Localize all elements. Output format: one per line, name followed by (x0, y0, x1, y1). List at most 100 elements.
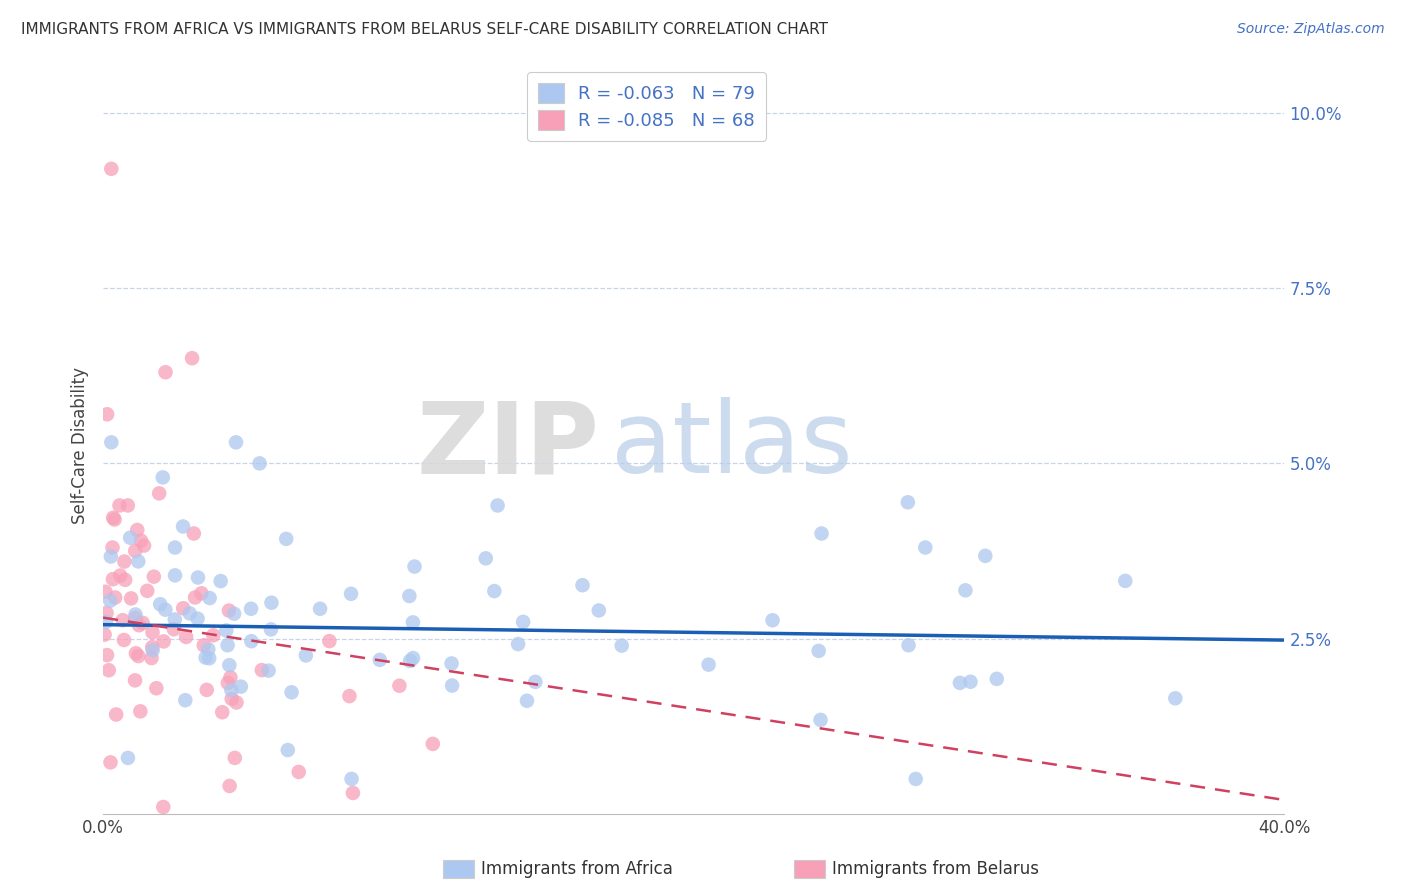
Text: Source: ZipAtlas.com: Source: ZipAtlas.com (1237, 22, 1385, 37)
Point (163, 622, 186, 636)
Legend: R = -0.063   N = 79, R = -0.085   N = 68: R = -0.063 N = 79, R = -0.085 N = 68 (527, 72, 766, 141)
Point (218, 658, 240, 673)
Point (172, 519, 194, 533)
Point (108, 499, 131, 513)
Point (388, 679, 411, 693)
Point (202, 628, 225, 642)
Point (1114, 574, 1136, 588)
Point (152, 470, 174, 484)
Point (172, 601, 194, 615)
Point (112, 555, 135, 569)
Point (174, 693, 197, 707)
Point (399, 654, 422, 668)
Point (129, 533, 152, 548)
Point (1164, 691, 1187, 706)
Point (339, 689, 361, 703)
Text: ZIP: ZIP (416, 397, 599, 494)
Point (117, 499, 139, 513)
Point (100, 161, 122, 176)
Point (145, 681, 167, 696)
Point (97, 663, 120, 677)
Point (112, 632, 135, 647)
Point (209, 574, 232, 588)
Point (225, 696, 247, 710)
Point (224, 751, 246, 765)
Text: atlas: atlas (612, 397, 852, 494)
Point (340, 772, 363, 786)
Point (197, 642, 219, 657)
Point (132, 539, 155, 553)
Point (141, 640, 163, 654)
Point (104, 591, 127, 605)
Point (219, 670, 242, 684)
Point (195, 682, 218, 697)
Point (218, 603, 240, 617)
Point (295, 648, 318, 663)
Point (141, 625, 163, 640)
Point (163, 541, 186, 555)
Point (100, 435, 122, 450)
Y-axis label: Self-Care Disability: Self-Care Disability (72, 368, 89, 524)
Point (181, 351, 204, 366)
Point (949, 676, 972, 690)
Point (340, 587, 363, 601)
Point (221, 683, 243, 698)
Point (422, 737, 444, 751)
Point (441, 679, 464, 693)
Point (810, 526, 832, 541)
Point (249, 456, 271, 470)
Point (217, 676, 239, 690)
Point (124, 543, 146, 558)
Point (187, 570, 209, 584)
Point (484, 584, 506, 599)
Point (218, 779, 240, 793)
Point (588, 603, 610, 617)
Point (260, 623, 283, 637)
Point (240, 601, 263, 615)
Point (124, 673, 146, 688)
Point (96, 606, 118, 620)
Point (120, 591, 142, 606)
Point (516, 694, 538, 708)
Point (524, 674, 547, 689)
Point (198, 651, 221, 665)
Point (610, 639, 633, 653)
Point (221, 691, 243, 706)
Point (155, 365, 177, 379)
Point (152, 634, 174, 648)
Text: Immigrants from Belarus: Immigrants from Belarus (832, 860, 1039, 878)
Point (240, 634, 263, 648)
Point (260, 596, 283, 610)
Point (342, 786, 364, 800)
Point (114, 573, 136, 587)
Point (257, 664, 280, 678)
Point (174, 630, 197, 644)
Point (127, 554, 149, 568)
Point (810, 713, 832, 727)
Point (94, 615, 117, 629)
Point (179, 607, 201, 621)
Point (120, 531, 142, 545)
Point (105, 707, 128, 722)
Point (506, 637, 529, 651)
Point (101, 510, 124, 524)
Point (100, 549, 122, 564)
Point (125, 646, 148, 660)
Text: IMMIGRANTS FROM AFRICA VS IMMIGRANTS FROM BELARUS SELF-CARE DISABILITY CORRELATI: IMMIGRANTS FROM AFRICA VS IMMIGRANTS FRO… (21, 22, 828, 37)
Point (127, 649, 149, 664)
Point (124, 611, 146, 625)
Point (474, 551, 496, 566)
Point (277, 743, 299, 757)
Point (142, 569, 165, 583)
Point (131, 615, 153, 630)
Point (697, 657, 720, 672)
Point (141, 651, 163, 665)
Point (93, 627, 115, 641)
Point (897, 638, 920, 652)
Point (149, 597, 172, 611)
Point (110, 568, 132, 582)
Point (368, 653, 391, 667)
Point (571, 578, 593, 592)
Point (986, 672, 1008, 686)
Point (163, 613, 186, 627)
